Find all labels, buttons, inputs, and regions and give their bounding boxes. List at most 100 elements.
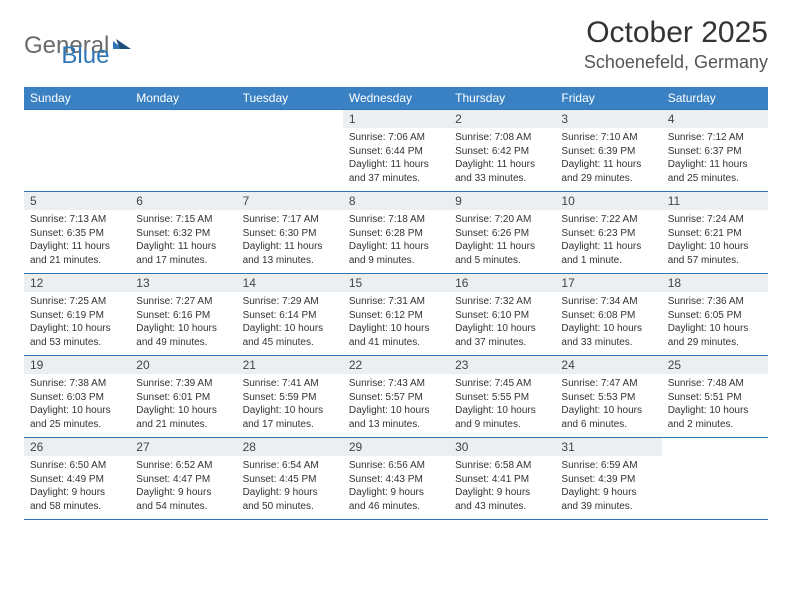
day-number: 18: [662, 274, 768, 292]
daylight: Daylight: 9 hours and 46 minutes.: [349, 486, 443, 513]
calendar-cell: 19Sunrise: 7:38 AMSunset: 6:03 PMDayligh…: [24, 356, 130, 438]
calendar-cell: 27Sunrise: 6:52 AMSunset: 4:47 PMDayligh…: [130, 438, 236, 520]
day-details: Sunrise: 7:29 AMSunset: 6:14 PMDaylight:…: [237, 292, 343, 353]
calendar-week: 12 Sunrise: 7:25 AMSunset: 6:19 PM Dayligh…: [24, 274, 768, 356]
title-block: October 2025 Schoenefeld, Germany: [584, 16, 768, 73]
calendar-week: 5Sunrise: 7:13 AMSunset: 6:35 PMDaylight…: [24, 192, 768, 274]
day-number: 10: [555, 192, 661, 210]
location: Schoenefeld, Germany: [584, 52, 768, 73]
day-header: Monday: [130, 87, 236, 110]
calendar-body: 1Sunrise: 7:06 AMSunset: 6:44 PMDaylight…: [24, 110, 768, 520]
day-number: 25: [662, 356, 768, 374]
sunset: Sunset: 6:05 PM: [668, 309, 762, 323]
calendar-cell: [237, 110, 343, 192]
day-details: Sunrise: 6:59 AMSunset: 4:39 PMDaylight:…: [555, 456, 661, 517]
sunrise: Sunrise: 6:56 AM: [349, 459, 443, 473]
day-number: 23: [449, 356, 555, 374]
sunrise: Sunrise: 6:54 AM: [243, 459, 337, 473]
calendar-cell: 23Sunrise: 7:45 AMSunset: 5:55 PMDayligh…: [449, 356, 555, 438]
day-number: 7: [237, 192, 343, 210]
sunset: Sunset: 4:49 PM: [30, 473, 124, 487]
calendar-cell: 29Sunrise: 6:56 AMSunset: 4:43 PMDayligh…: [343, 438, 449, 520]
day-header: Sunday: [24, 87, 130, 110]
daylight: Daylight: 11 hours and 9 minutes.: [349, 240, 443, 267]
calendar-cell: 24Sunrise: 7:47 AMSunset: 5:53 PMDayligh…: [555, 356, 661, 438]
day-number: 14: [237, 274, 343, 292]
sunrise: Sunrise: 7:47 AM: [561, 377, 655, 391]
sunrise: Sunrise: 7:25 AM: [30, 295, 124, 309]
day-details: Sunrise: 7:20 AMSunset: 6:26 PMDaylight:…: [449, 210, 555, 271]
sunrise: Sunrise: 6:52 AM: [136, 459, 230, 473]
sunrise: Sunrise: 7:17 AM: [243, 213, 337, 227]
calendar-cell: 14Sunrise: 7:29 AMSunset: 6:14 PMDayligh…: [237, 274, 343, 356]
sunset: Sunset: 6:32 PM: [136, 227, 230, 241]
day-number: 12: [24, 274, 130, 292]
sunset: Sunset: 6:26 PM: [455, 227, 549, 241]
day-details: Sunrise: 7:08 AMSunset: 6:42 PMDaylight:…: [449, 128, 555, 189]
sunset: Sunset: 6:16 PM: [136, 309, 230, 323]
day-number: 24: [555, 356, 661, 374]
day-number: 22: [343, 356, 449, 374]
daylight: Daylight: 11 hours and 21 minutes.: [30, 240, 124, 267]
day-details: Sunrise: 7:13 AMSunset: 6:35 PMDaylight:…: [24, 210, 130, 271]
day-details: Sunrise: 7:47 AMSunset: 5:53 PMDaylight:…: [555, 374, 661, 435]
day-number: 29: [343, 438, 449, 456]
day-number: 16: [449, 274, 555, 292]
sunrise: Sunrise: 7:48 AM: [668, 377, 762, 391]
day-header: Saturday: [662, 87, 768, 110]
sunset: Sunset: 6:28 PM: [349, 227, 443, 241]
daylight: Daylight: 9 hours and 43 minutes.: [455, 486, 549, 513]
daylight: Daylight: 11 hours and 33 minutes.: [455, 158, 549, 185]
day-details: Sunrise: 7:34 AMSunset: 6:08 PMDaylight:…: [555, 292, 661, 353]
daylight: Daylight: 9 hours and 54 minutes.: [136, 486, 230, 513]
calendar-cell: 25Sunrise: 7:48 AMSunset: 5:51 PMDayligh…: [662, 356, 768, 438]
sunrise: Sunrise: 7:27 AM: [136, 295, 230, 309]
day-number: 30: [449, 438, 555, 456]
day-number: 8: [343, 192, 449, 210]
sunset: Sunset: 6:35 PM: [30, 227, 124, 241]
day-details: Sunrise: 7:41 AMSunset: 5:59 PMDaylight:…: [237, 374, 343, 435]
sunrise: Sunrise: 7:32 AM: [455, 295, 549, 309]
sunset: Sunset: 6:19 PM: [30, 309, 124, 323]
calendar-cell: [130, 110, 236, 192]
daylight: Daylight: 10 hours and 33 minutes.: [561, 322, 655, 349]
sunrise: Sunrise: 7:38 AM: [30, 377, 124, 391]
logo-mark-icon: [113, 35, 131, 49]
daylight: Daylight: 10 hours and 6 minutes.: [561, 404, 655, 431]
calendar-table: SundayMondayTuesdayWednesdayThursdayFrid…: [24, 87, 768, 520]
day-details: Sunrise: 7:38 AMSunset: 6:03 PMDaylight:…: [24, 374, 130, 435]
daylight: Daylight: 10 hours and 17 minutes.: [243, 404, 337, 431]
calendar-cell: 28Sunrise: 6:54 AMSunset: 4:45 PMDayligh…: [237, 438, 343, 520]
sunrise: Sunrise: 7:34 AM: [561, 295, 655, 309]
day-header: Tuesday: [237, 87, 343, 110]
sunrise: Sunrise: 7:22 AM: [561, 213, 655, 227]
day-number: 20: [130, 356, 236, 374]
sunset: Sunset: 6:03 PM: [30, 391, 124, 405]
sunset: Sunset: 6:37 PM: [668, 145, 762, 159]
sunset: Sunset: 4:45 PM: [243, 473, 337, 487]
day-number: 1: [343, 110, 449, 128]
daylight: Daylight: 11 hours and 17 minutes.: [136, 240, 230, 267]
header: General Blue October 2025 Schoenefeld, G…: [24, 16, 768, 73]
daylight: Daylight: 9 hours and 58 minutes.: [30, 486, 124, 513]
calendar-cell: 22Sunrise: 7:43 AMSunset: 5:57 PMDayligh…: [343, 356, 449, 438]
day-number: 21: [237, 356, 343, 374]
sunset: Sunset: 6:30 PM: [243, 227, 337, 241]
day-number: 28: [237, 438, 343, 456]
sunset: Sunset: 4:41 PM: [455, 473, 549, 487]
daylight: Daylight: 11 hours and 5 minutes.: [455, 240, 549, 267]
sunrise: Sunrise: 6:50 AM: [30, 459, 124, 473]
daylight: Daylight: 10 hours and 13 minutes.: [349, 404, 443, 431]
day-details: Sunrise: 6:56 AMSunset: 4:43 PMDaylight:…: [343, 456, 449, 517]
day-details: Sunrise: 6:52 AMSunset: 4:47 PMDaylight:…: [130, 456, 236, 517]
sunrise: Sunrise: 7:06 AM: [349, 131, 443, 145]
day-number: 15: [343, 274, 449, 292]
calendar-cell: 26Sunrise: 6:50 AMSunset: 4:49 PMDayligh…: [24, 438, 130, 520]
day-details: Sunrise: 7:18 AMSunset: 6:28 PMDaylight:…: [343, 210, 449, 271]
daylight: Daylight: 11 hours and 37 minutes.: [349, 158, 443, 185]
calendar-cell: 7Sunrise: 7:17 AMSunset: 6:30 PMDaylight…: [237, 192, 343, 274]
sunrise: Sunrise: 7:13 AM: [30, 213, 124, 227]
daylight: Daylight: 11 hours and 1 minute.: [561, 240, 655, 267]
calendar-cell: 12Sunrise: 7:25 AMSunset: 6:19 PMDayligh…: [24, 274, 130, 356]
day-number: 6: [130, 192, 236, 210]
